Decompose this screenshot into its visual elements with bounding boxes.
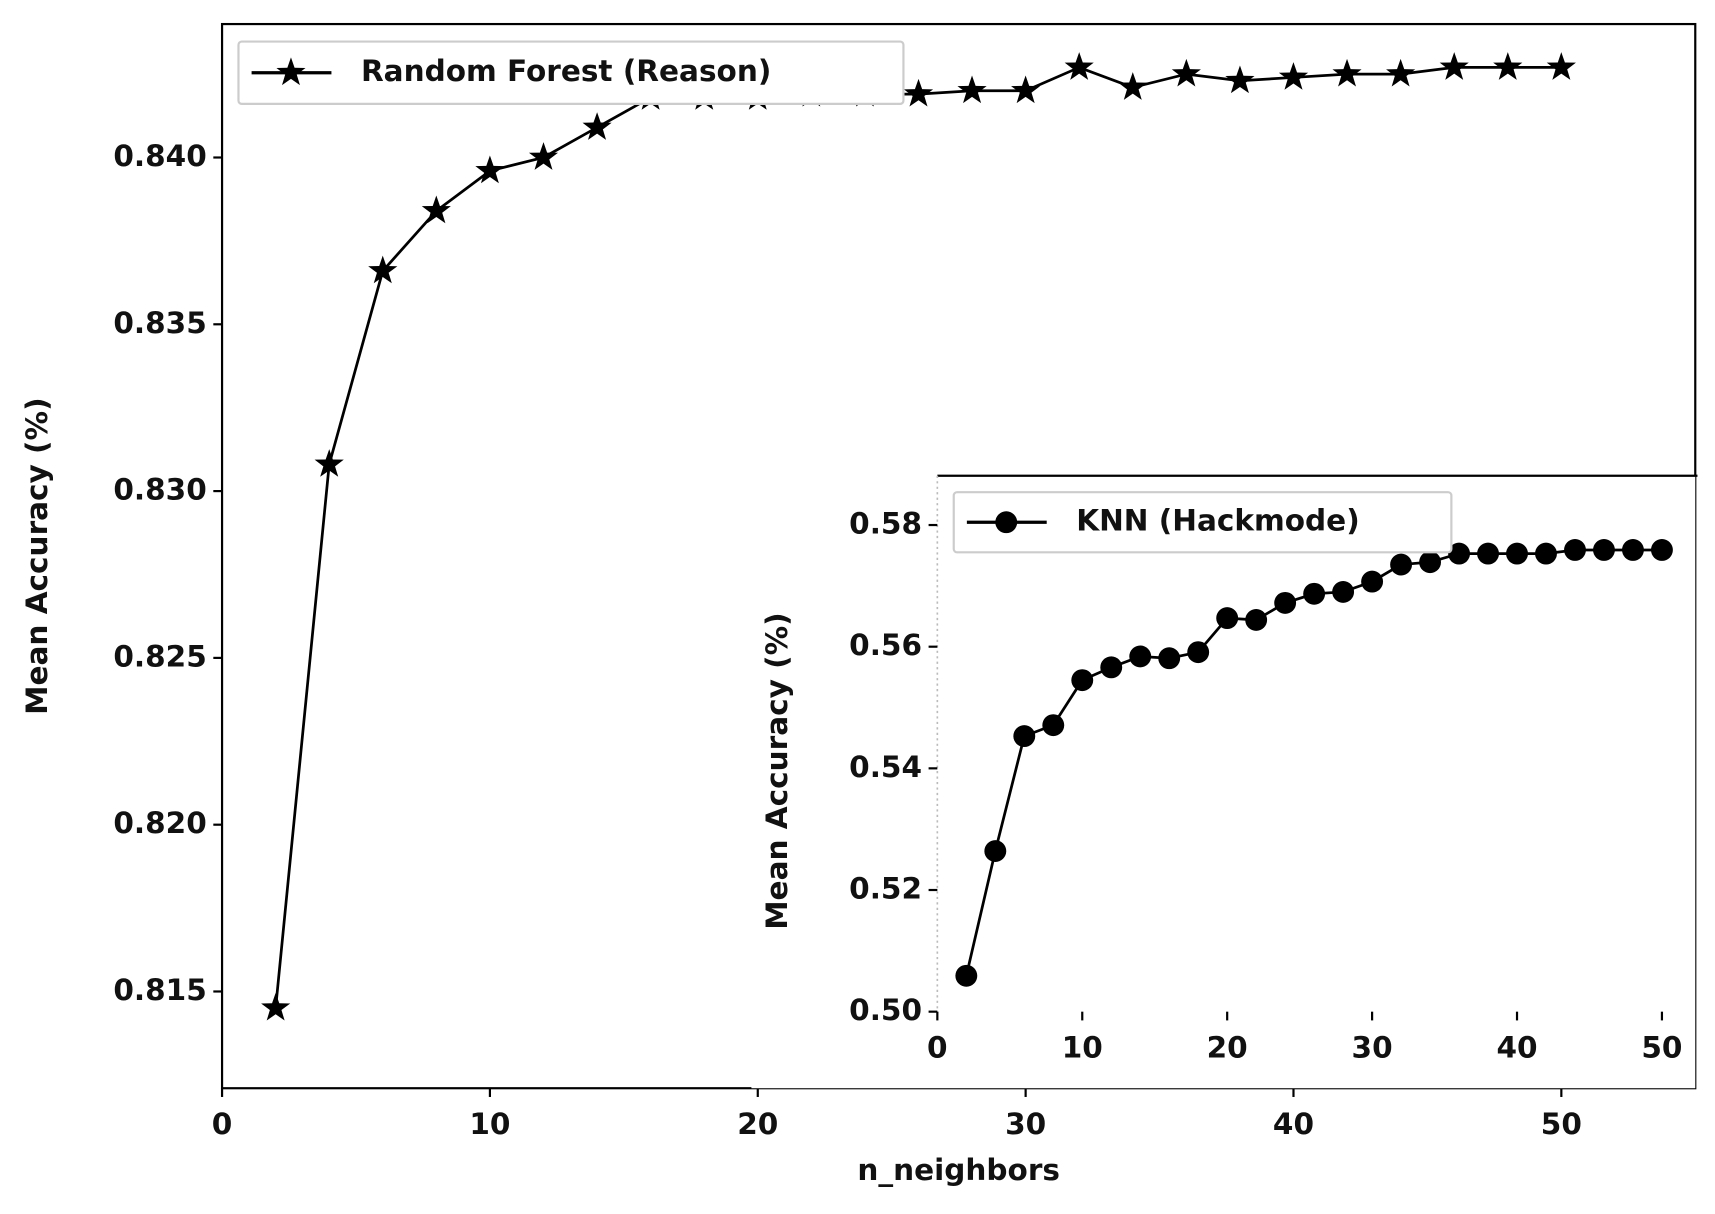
point — [1278, 62, 1309, 90]
point — [1546, 52, 1576, 80]
x-tick-label: 40 — [1496, 1030, 1537, 1064]
point — [1064, 52, 1094, 80]
point — [1535, 542, 1557, 565]
legend-label: Random Forest (Reason) — [361, 54, 771, 88]
point — [1361, 570, 1384, 593]
point — [1274, 591, 1297, 614]
legend-marker — [276, 57, 306, 86]
x-tick-label: 10 — [1062, 1030, 1103, 1064]
y-tick-label: 0.815 — [113, 973, 206, 1007]
point — [1011, 75, 1041, 104]
y-tick-label: 0.820 — [113, 806, 206, 840]
point — [1042, 714, 1065, 737]
point — [1390, 553, 1413, 576]
point — [1158, 647, 1181, 670]
point — [903, 78, 934, 107]
point — [528, 142, 559, 170]
legend-box — [952, 491, 1453, 554]
x-tick-label: 40 — [1273, 1107, 1314, 1141]
x-tick-label: 30 — [1352, 1030, 1393, 1064]
point — [957, 75, 987, 104]
point — [1100, 656, 1123, 679]
point — [1477, 542, 1499, 565]
point — [368, 255, 398, 284]
point — [1071, 669, 1094, 692]
x-axis-label: n_neighbors — [857, 1153, 1060, 1187]
point — [421, 195, 451, 224]
x-tick-label: 0 — [212, 1107, 233, 1141]
point — [1245, 608, 1268, 631]
point — [1187, 641, 1210, 664]
point — [1303, 582, 1326, 605]
point — [1332, 58, 1362, 87]
x-tick-label: 10 — [469, 1107, 510, 1141]
point — [1564, 539, 1586, 561]
point — [1419, 551, 1442, 574]
y-tick-label: 0.58 — [849, 507, 922, 541]
y-tick-label: 0.830 — [113, 473, 206, 507]
point — [1013, 725, 1036, 748]
x-tick-label: 50 — [1641, 1030, 1682, 1064]
x-tick-label: 20 — [737, 1107, 778, 1141]
point — [582, 112, 612, 140]
point — [1386, 58, 1416, 87]
point — [1332, 581, 1355, 603]
y-tick-label: 0.56 — [849, 628, 922, 662]
x-tick-label: 50 — [1541, 1107, 1582, 1141]
y-tick-label: 0.52 — [849, 872, 922, 906]
point — [1225, 65, 1255, 94]
point — [1129, 645, 1152, 668]
point — [1493, 52, 1523, 80]
point — [1506, 542, 1528, 565]
x-tick-label: 30 — [1005, 1107, 1046, 1141]
y-tick-label: 0.835 — [113, 306, 206, 340]
point — [1216, 607, 1239, 630]
point — [314, 449, 344, 477]
point — [1593, 539, 1615, 561]
point — [1622, 539, 1644, 561]
point — [1439, 52, 1469, 80]
legend-box — [237, 40, 905, 105]
point — [1448, 542, 1470, 565]
point — [261, 992, 291, 1021]
point — [475, 155, 505, 184]
point — [984, 840, 1007, 863]
y-tick-label: 0.840 — [113, 139, 206, 173]
y-axis-label: Mean Accuracy (%) — [20, 397, 54, 714]
point — [1651, 539, 1673, 561]
point — [1118, 72, 1148, 100]
point — [955, 964, 978, 987]
inset-background — [751, 475, 1696, 1089]
y-tick-label: 0.50 — [849, 993, 922, 1027]
y-tick-label: 0.825 — [113, 639, 206, 673]
x-tick-label: 0 — [927, 1030, 948, 1064]
legend-label: KNN (Hackmode) — [1076, 504, 1359, 538]
point — [1171, 58, 1201, 87]
y-tick-label: 0.54 — [849, 750, 922, 784]
legend-marker — [995, 511, 1018, 534]
y-axis-label: Mean Accuracy (%) — [760, 612, 794, 929]
x-tick-label: 20 — [1207, 1030, 1248, 1064]
